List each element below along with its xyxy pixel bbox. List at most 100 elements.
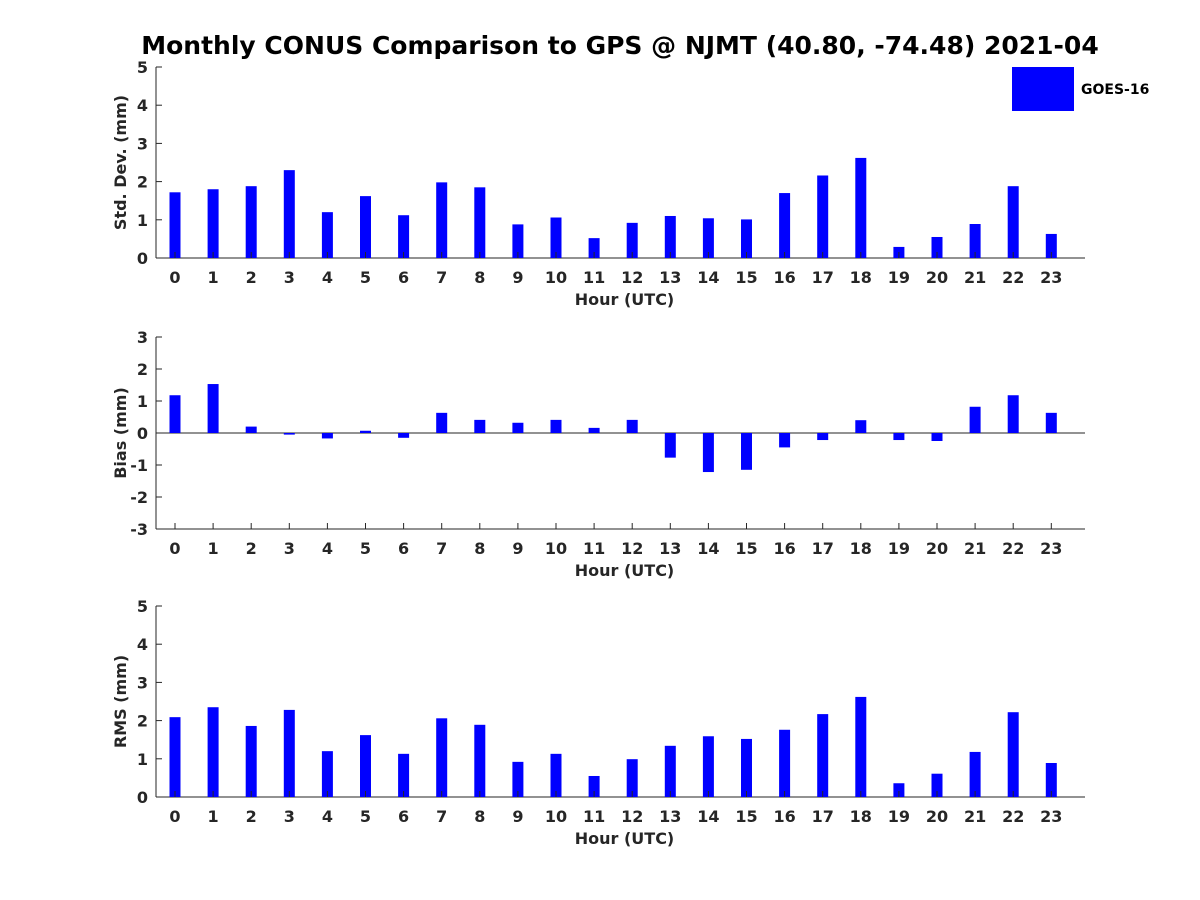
x-tick-label: 9	[512, 807, 523, 826]
x-tick-label: 4	[322, 268, 333, 287]
bar-hour-5	[360, 735, 371, 797]
x-tick-label: 10	[545, 807, 567, 826]
y-tick-label: -3	[130, 520, 148, 539]
bar-hour-3	[283, 709, 295, 797]
x-tick-label: 14	[697, 268, 719, 287]
x-tick-label: 16	[773, 539, 795, 558]
bar-hour-11	[588, 775, 600, 797]
x-tick-label: 9	[512, 539, 523, 558]
x-tick-label: 15	[735, 268, 757, 287]
bar-hour-11	[588, 427, 600, 433]
x-tick-label: 2	[246, 268, 257, 287]
bar-hour-3	[283, 433, 295, 435]
bar-hour-0	[169, 717, 181, 797]
x-tick-label: 17	[812, 807, 834, 826]
bar-hour-18	[855, 696, 867, 797]
bar-hour-22	[1007, 395, 1019, 433]
x-tick-label: 21	[964, 807, 986, 826]
bar-hour-0	[169, 192, 181, 258]
y-tick-label: 0	[137, 249, 148, 268]
bar-hour-8	[474, 419, 486, 433]
x-tick-label: 11	[583, 268, 605, 287]
x-tick-label: 22	[1002, 268, 1024, 287]
chart-title: Monthly CONUS Comparison to GPS @ NJMT (…	[141, 31, 1098, 60]
bar-hour-1	[207, 707, 219, 797]
x-tick-label: 0	[169, 539, 180, 558]
x-tick-label: 8	[474, 268, 485, 287]
bar-hour-21	[969, 224, 981, 258]
x-tick-label: 19	[888, 807, 910, 826]
x-tick-label: 23	[1040, 268, 1062, 287]
bar-hour-17	[817, 433, 829, 441]
y-tick-label: 0	[137, 788, 148, 807]
bar-hour-13	[664, 433, 676, 458]
x-tick-label: 5	[360, 539, 371, 558]
x-tick-label: 11	[583, 539, 605, 558]
bar-hour-20	[931, 773, 943, 797]
x-tick-label: 18	[850, 268, 872, 287]
bar-hour-8	[474, 724, 486, 797]
x-tick-label: 9	[512, 268, 523, 287]
bar-hour-18	[855, 157, 867, 258]
x-tick-label: 12	[621, 539, 643, 558]
x-tick-label: 18	[850, 807, 872, 826]
x-tick-label: 1	[208, 807, 219, 826]
x-tick-label: 20	[926, 268, 948, 287]
bar-hour-5	[360, 430, 371, 433]
bar-hour-9	[512, 224, 524, 258]
x-tick-label: 20	[926, 539, 948, 558]
x-tick-label: 3	[284, 539, 295, 558]
bar-hour-6	[398, 433, 410, 438]
x-tick-label: 4	[322, 539, 333, 558]
x-tick-label: 6	[398, 539, 409, 558]
y-tick-label: 5	[137, 58, 148, 77]
x-tick-label: 16	[773, 268, 795, 287]
y-axis-label: RMS (mm)	[111, 655, 130, 748]
bar-hour-11	[588, 238, 600, 258]
bar-hour-2	[245, 426, 257, 433]
bar-hour-10	[550, 753, 562, 797]
bar-hour-23	[1045, 233, 1057, 258]
y-tick-label: 0	[137, 424, 148, 443]
x-tick-label: 7	[436, 807, 447, 826]
legend: GOES-16	[1012, 67, 1149, 111]
x-tick-label: 15	[735, 539, 757, 558]
bar-hour-18	[855, 420, 867, 433]
x-tick-label: 15	[735, 807, 757, 826]
bar-hour-3	[283, 170, 295, 258]
y-tick-label: 3	[137, 134, 148, 153]
bar-hour-4	[321, 212, 333, 258]
x-tick-label: 1	[208, 539, 219, 558]
x-tick-label: 13	[659, 807, 681, 826]
bar-hour-19	[893, 783, 905, 797]
x-tick-label: 0	[169, 807, 180, 826]
bar-hour-13	[664, 745, 676, 797]
y-tick-label: 2	[137, 360, 148, 379]
y-axis-label: Std. Dev. (mm)	[111, 95, 130, 230]
x-tick-label: 1	[208, 268, 219, 287]
x-tick-label: 20	[926, 807, 948, 826]
y-tick-label: 4	[137, 96, 148, 115]
bar-hour-20	[931, 433, 943, 441]
bar-hour-4	[321, 433, 333, 439]
bar-hour-22	[1007, 186, 1019, 258]
bar-hour-12	[626, 759, 638, 797]
bar-hour-14	[702, 218, 714, 258]
x-tick-label: 17	[812, 539, 834, 558]
x-tick-label: 17	[812, 268, 834, 287]
bar-hour-22	[1007, 712, 1019, 797]
bar-hour-20	[931, 236, 943, 258]
y-tick-label: 3	[137, 673, 148, 692]
bar-hour-17	[817, 175, 829, 258]
bar-hour-1	[207, 189, 219, 258]
bar-hour-16	[779, 729, 791, 797]
x-tick-label: 10	[545, 268, 567, 287]
bar-hour-14	[702, 433, 714, 473]
x-tick-label: 5	[360, 807, 371, 826]
bar-hour-0	[169, 395, 181, 433]
